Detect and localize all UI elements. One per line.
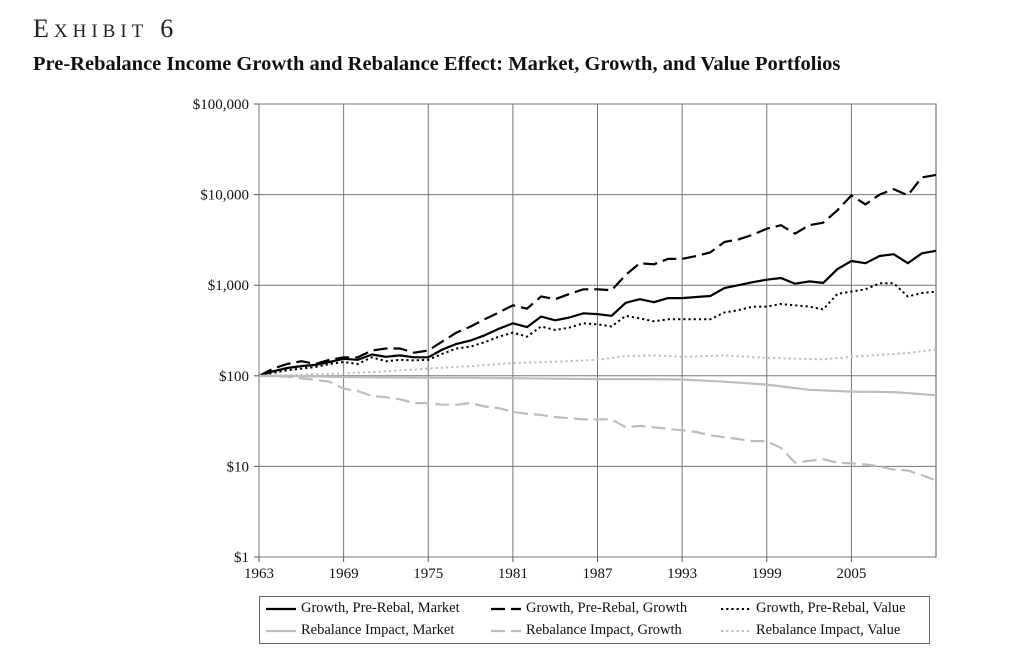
legend-item: Growth, Pre-Rebal, Value [720,600,906,617]
x-tick-label: 1969 [329,566,359,582]
exhibit-label: EXHIBIT 6 [33,14,179,43]
legend-swatch [721,629,751,632]
x-tick-label: 1993 [667,566,697,582]
legend-swatch [266,629,296,632]
series-line-rebalance-impact-growth [258,374,937,482]
legend-label: Rebalance Impact, Market [301,622,455,638]
y-tick-label: $1 [234,550,249,566]
x-tick-label: 1963 [244,566,274,582]
y-tick-label: $10,000 [200,188,249,204]
x-tick-label: 1981 [498,566,528,582]
series-line-rebalance-impact-value [258,348,937,377]
legend-item: Growth, Pre-Rebal, Growth [490,600,687,617]
legend-swatch [266,607,296,610]
y-tick-label: $100 [219,369,249,385]
legend-label: Rebalance Impact, Value [756,622,901,638]
legend-label: Growth, Pre-Rebal, Growth [526,600,688,616]
legend-label: Growth, Pre-Rebal, Market [301,600,460,616]
y-tick-label: $1,000 [208,278,249,294]
chart-legend: Growth, Pre-Rebal, Market Growth, Pre-Reb… [259,596,930,644]
legend-label: Rebalance Impact, Growth [526,622,682,638]
legend-item: Rebalance Impact, Market [265,622,454,639]
y-tick-label: $10 [227,459,250,475]
x-tick-label: 1999 [752,566,782,582]
series-line-growth-pre-rebal-growth [258,173,937,377]
x-tick-label: 1987 [583,566,614,582]
x-tick-label: 1975 [413,566,443,582]
series-line-rebalance-impact-market [258,374,937,397]
legend-swatch [491,607,521,610]
legend-swatch [721,607,751,610]
chart-title: Pre-Rebalance Income Growth and Rebalanc… [33,53,841,75]
legend-item: Growth, Pre-Rebal, Market [265,600,460,617]
series-line-growth-pre-rebal-market [258,249,937,377]
legend-item: Rebalance Impact, Value [720,622,900,639]
legend-swatch [491,629,521,632]
x-tick-label: 2005 [836,566,866,582]
legend-label: Growth, Pre-Rebal, Value [756,600,906,616]
series-line-growth-pre-rebal-value [258,282,937,377]
legend-item: Rebalance Impact, Growth [490,622,682,639]
y-tick-label: $100,000 [193,97,249,113]
